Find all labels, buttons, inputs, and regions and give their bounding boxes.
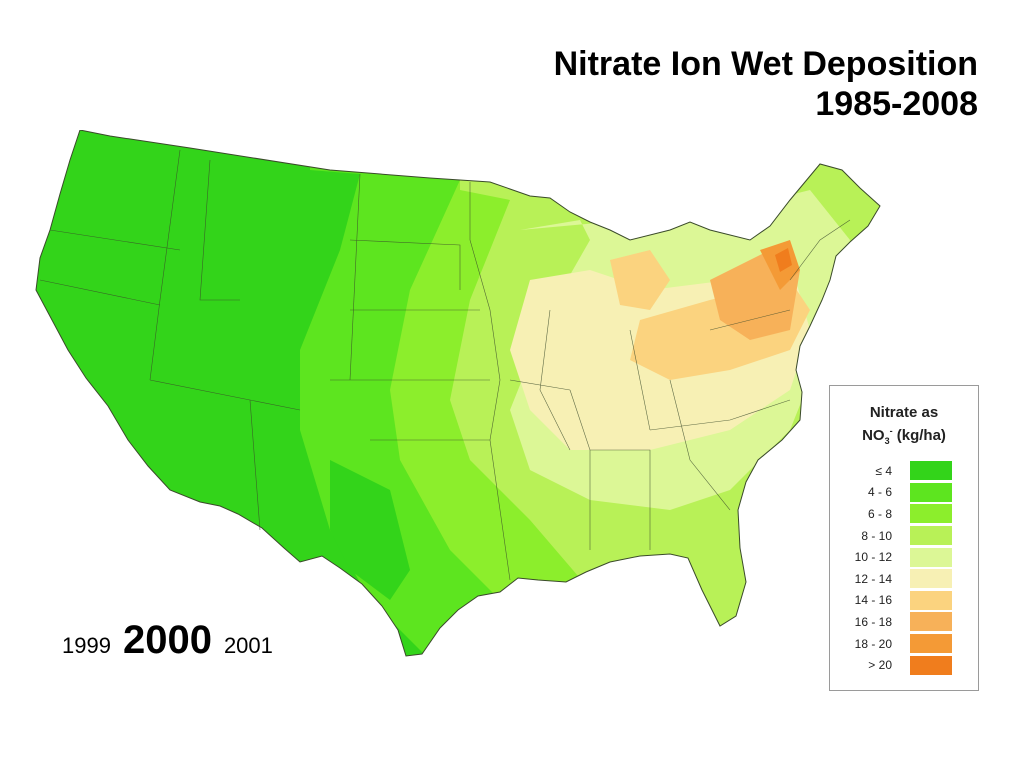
legend-row: 12 - 14 [830,568,980,590]
legend-row: 14 - 16 [830,590,980,612]
legend-swatch [910,504,952,524]
legend-row: 6 - 8 [830,503,980,525]
legend-title-sup: - [889,426,893,436]
map-title-line2: 1985-2008 [815,85,978,123]
us-map-svg [35,130,881,657]
legend-title-sub: 3 [884,436,890,446]
legend-title: Nitrate as NO3- (kg/ha) [830,404,978,450]
legend-title-no: NO [862,427,885,444]
current-year: 2000 [122,618,212,662]
legend-label: 4 - 6 [867,485,892,500]
legend-rows: ≤ 4 4 - 6 6 - 8 8 - 10 10 - 12 12 - 14 1… [830,460,980,676]
legend-label: 8 - 10 [861,528,892,543]
legend-label: 12 - 14 [854,571,892,586]
legend-label: 16 - 18 [854,614,892,629]
state-borders [39,149,851,581]
map-title: Nitrate Ion Wet Deposition 1985-2008 [554,44,978,124]
legend-swatch [910,547,952,567]
legend-swatch [910,590,952,610]
legend: Nitrate as NO3- (kg/ha) ≤ 4 4 - 6 6 - 8 … [829,385,979,691]
legend-label: 10 - 12 [854,550,892,565]
legend-swatch [910,569,952,589]
legend-title-unit: (kg/ha) [896,427,946,444]
legend-label: ≤ 4 [875,463,892,478]
legend-label: 6 - 8 [867,506,892,521]
year-selector: 1999 2000 2001 [62,618,273,663]
legend-swatch [910,612,952,632]
legend-swatch [910,461,952,481]
legend-row: ≤ 4 [830,460,980,482]
legend-label: 18 - 20 [854,636,892,651]
legend-label: 14 - 16 [854,593,892,608]
legend-title-line1: Nitrate as [869,404,939,421]
map-title-line1: Nitrate Ion Wet Deposition [553,45,978,83]
legend-row: 16 - 18 [830,611,980,633]
legend-swatch [910,634,952,654]
legend-label: > 20 [868,658,892,673]
legend-swatch [910,655,952,675]
legend-row: 8 - 10 [830,525,980,547]
legend-title-line2: NO3- (kg/ha) [830,422,978,450]
next-year[interactable]: 2001 [223,633,273,658]
legend-row: > 20 [830,654,980,676]
legend-swatch [910,526,952,546]
previous-year[interactable]: 1999 [62,633,111,658]
legend-row: 18 - 20 [830,633,980,655]
deposition-map [30,130,890,660]
legend-row: 10 - 12 [830,546,980,568]
legend-swatch [910,482,952,502]
legend-row: 4 - 6 [830,482,980,504]
